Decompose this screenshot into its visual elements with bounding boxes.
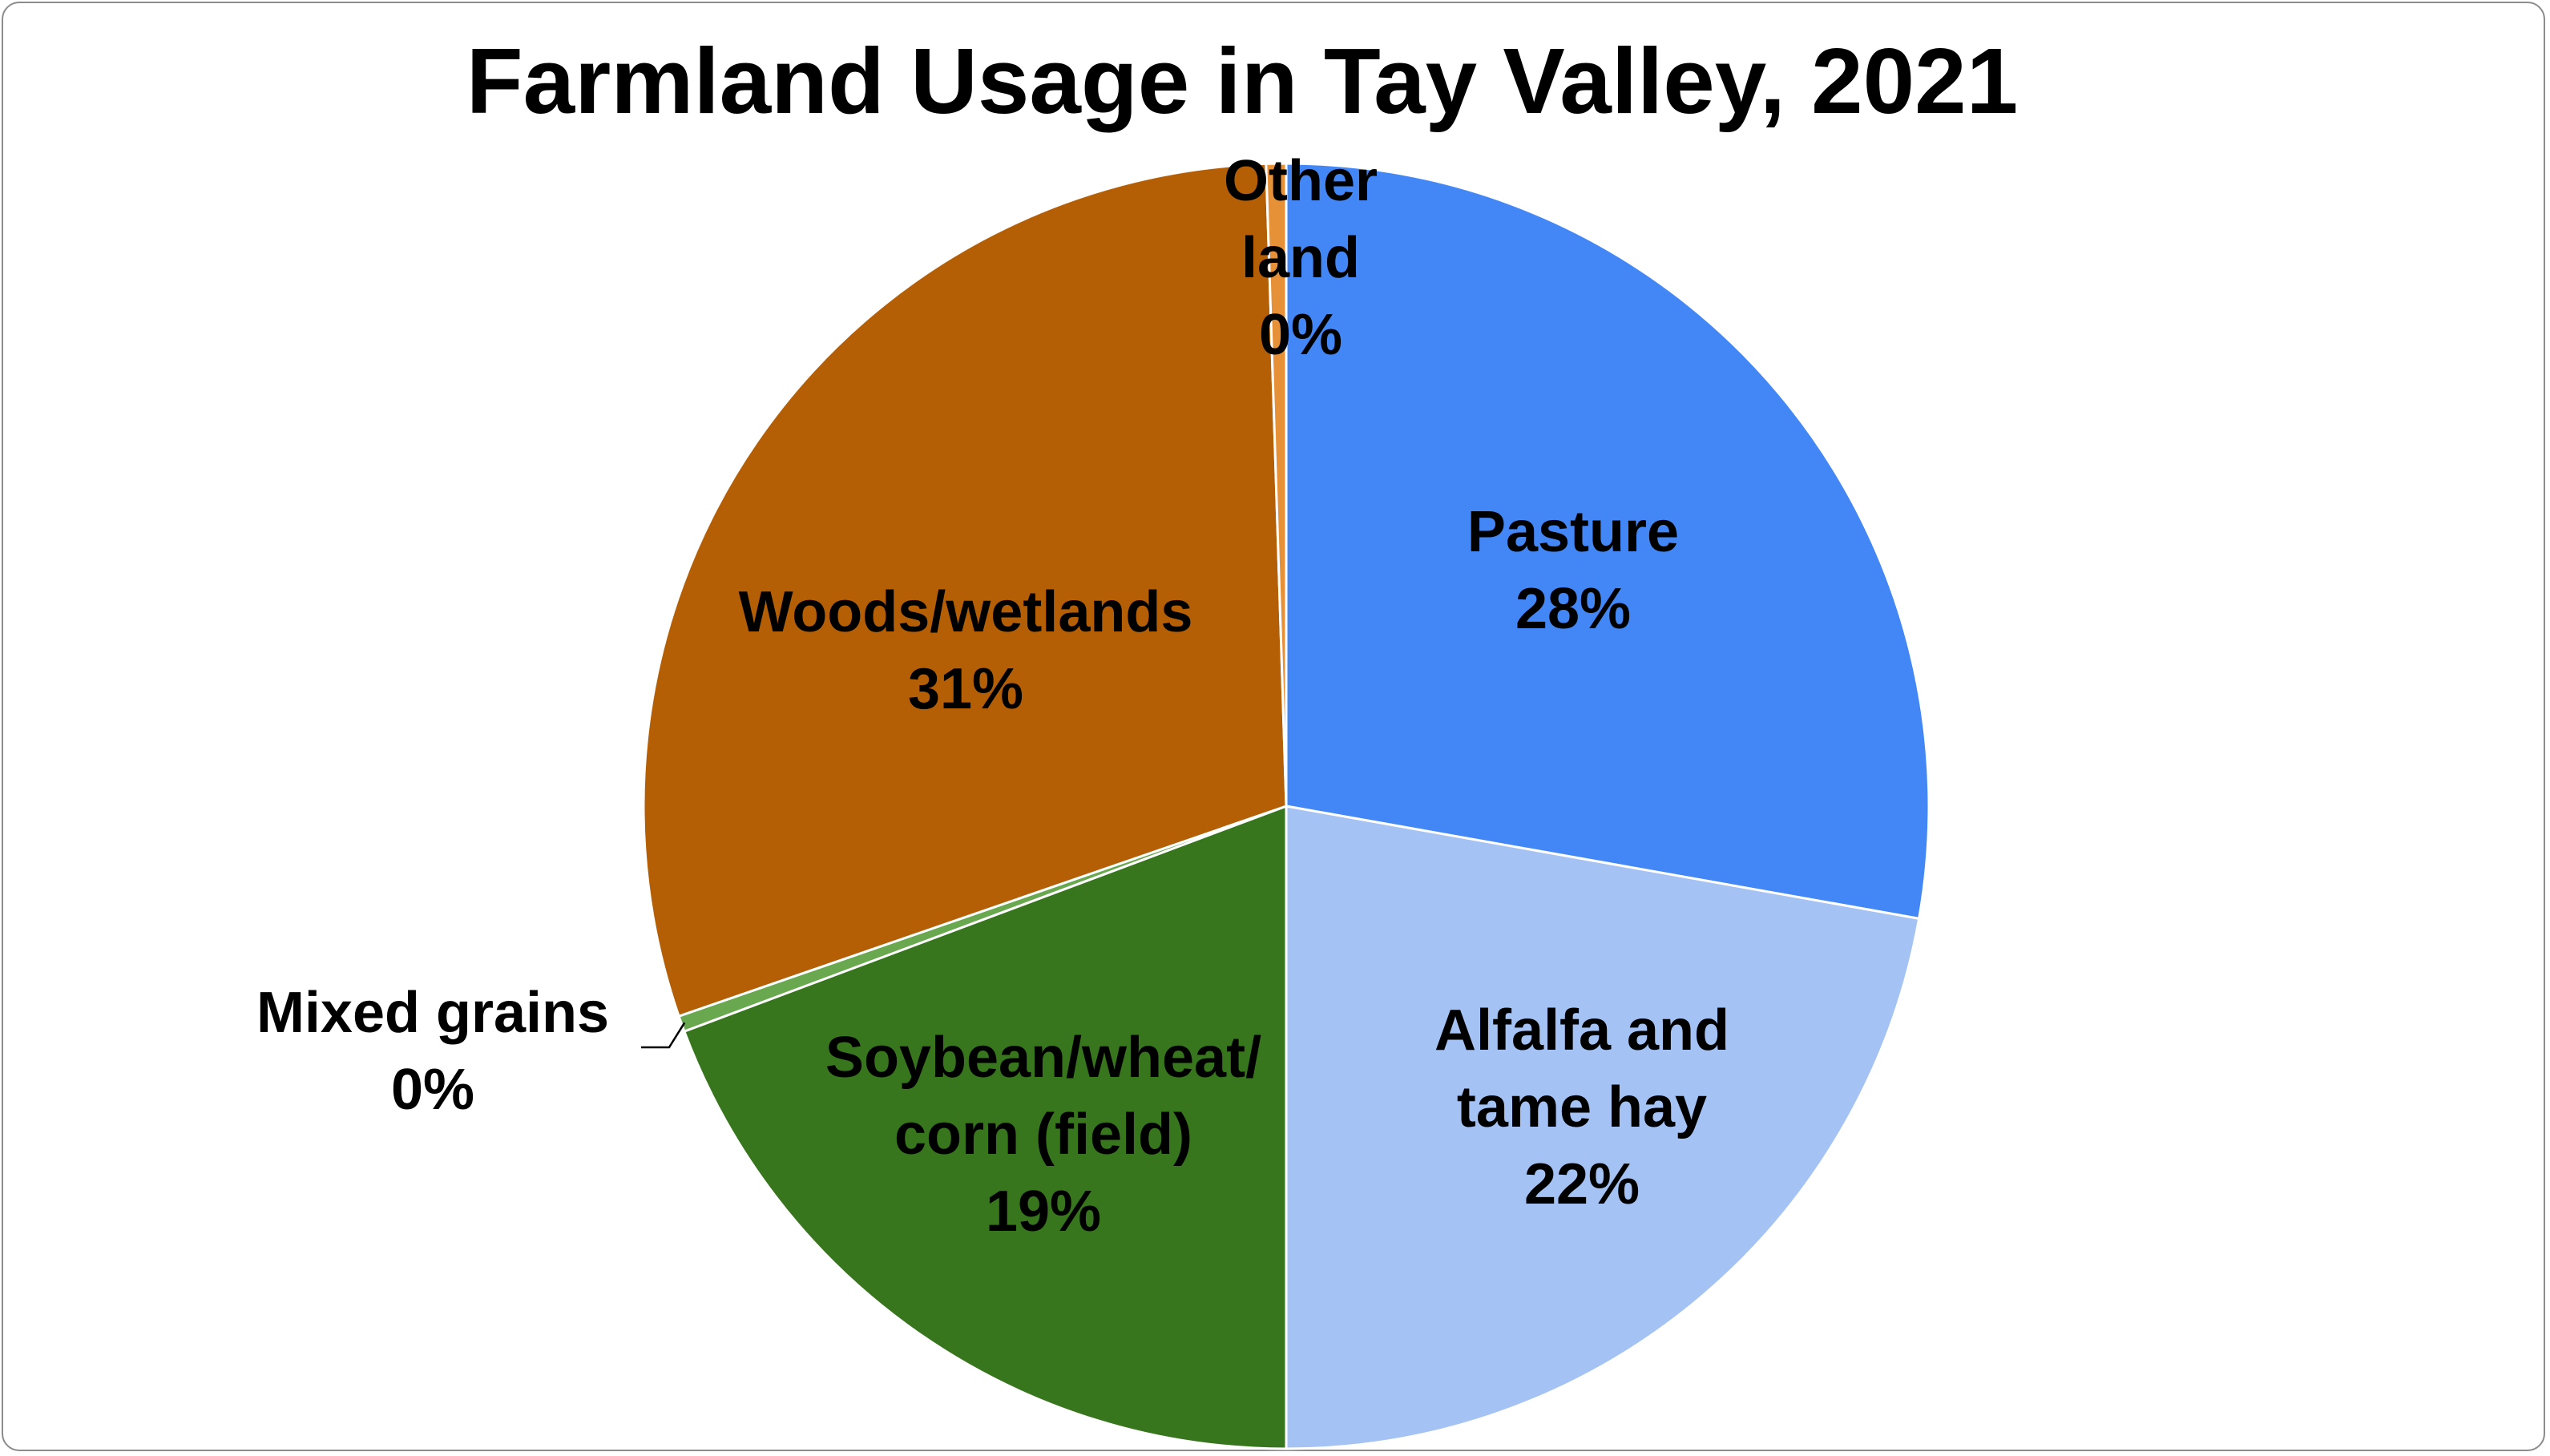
slice-label-mixed-grains: Mixed grains 0% [256,981,609,1122]
pie-slice-alfalfa-and-tame-hay [1285,805,1921,1450]
slice-label-line: Pasture [1467,500,1679,564]
slice-label-line: land [1241,226,1360,290]
pie-slice-woods-wetlands [642,162,1288,1018]
leader-lines [641,1022,686,1049]
slice-label-line: Other [1224,149,1378,213]
chart-title: Farmland Usage in Tay Valley, 2021 [466,29,2019,133]
pie-slice-pasture [1285,162,1931,921]
slice-label-line: Alfalfa and [1434,998,1729,1063]
slice-label-other-land: Other land 0% [1224,149,1378,367]
slice-label-line: corn (field) [894,1103,1192,1167]
slice-label-line: 19% [986,1180,1101,1244]
slice-label-soybean-wheat-corn-field-: Soybean/wheat/corn (field) 19% [825,1026,1261,1244]
slice-label-line: Soybean/wheat/ [825,1026,1261,1090]
slice-label-line: 31% [908,657,1023,721]
slice-label-line: tame hay [1457,1075,1707,1139]
slice-labels: Pasture 28% Alfalfa and tame hay 22% Soybean/… [256,149,1729,1244]
slice-label-line: Woods/wetlands [739,580,1193,644]
pie-slice-other-land [1265,162,1288,807]
slice-label-pasture: Pasture 28% [1467,500,1679,641]
leader-line [641,1022,686,1049]
slice-label-line: Mixed grains [256,981,609,1045]
slice-label-woods-wetlands: Woods/wetlands 31% [739,580,1193,721]
slice-label-alfalfa-and-tame-hay: Alfalfa and tame hay 22% [1434,998,1729,1216]
slice-label-line: 28% [1515,577,1631,641]
pie-slice-soybean-wheat-corn-field- [682,804,1288,1450]
pie-slices [642,162,1931,1450]
slice-label-line: 0% [1259,303,1342,367]
slice-label-line: 0% [391,1058,474,1122]
slice-label-line: 22% [1524,1152,1640,1216]
